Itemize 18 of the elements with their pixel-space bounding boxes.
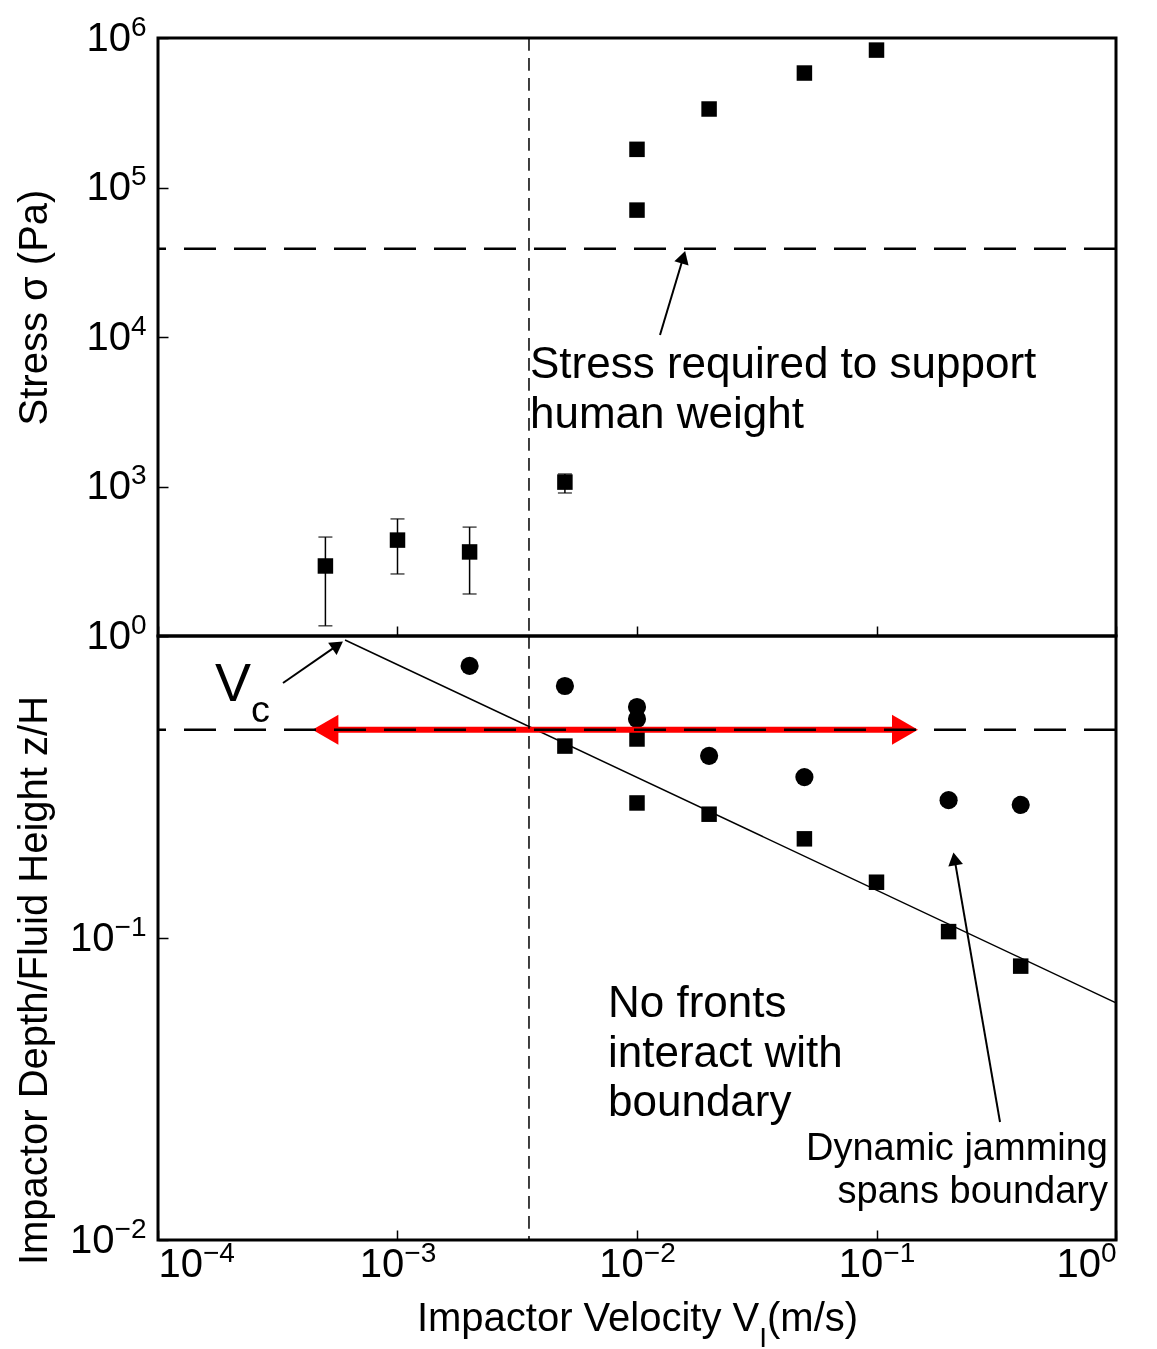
annotation: Stress required to support human weight — [530, 338, 1037, 437]
x-tick-label: 10$^{0}$ — [1056, 1236, 1117, 1285]
annotation: V$_{c}$ — [215, 652, 270, 730]
x-tick-label: 10$^{−1}$ — [838, 1236, 916, 1285]
y-tick-label: 10$^{4}$ — [86, 309, 147, 358]
y-tick-label: 10$^{0}$ — [86, 608, 147, 657]
y-tick-label: 10$^{6}$ — [86, 10, 147, 59]
annotation: No fronts interact with boundary — [608, 977, 843, 1126]
y-tick-label: 10$^{−1}$ — [70, 910, 147, 959]
x-tick-label: 10$^{−2}$ — [599, 1236, 676, 1285]
x-tick-label: 10$^{−3}$ — [359, 1236, 437, 1285]
annotation: Dynamic jamming spans boundary — [806, 1126, 1108, 1211]
y-axis-title: Stress σ (Pa) — [10, 189, 55, 426]
x-tick-label: 10$^{−4}$ — [158, 1236, 235, 1285]
y-tick-label: 10$^{3}$ — [86, 458, 147, 507]
y-axis-title: Impactor Depth/Fluid Height z/H — [10, 695, 55, 1266]
x-axis-title: Impactor Velocity V$_{I}$(m/s) — [416, 1294, 859, 1349]
y-tick-label: 10$^{5}$ — [86, 159, 147, 208]
